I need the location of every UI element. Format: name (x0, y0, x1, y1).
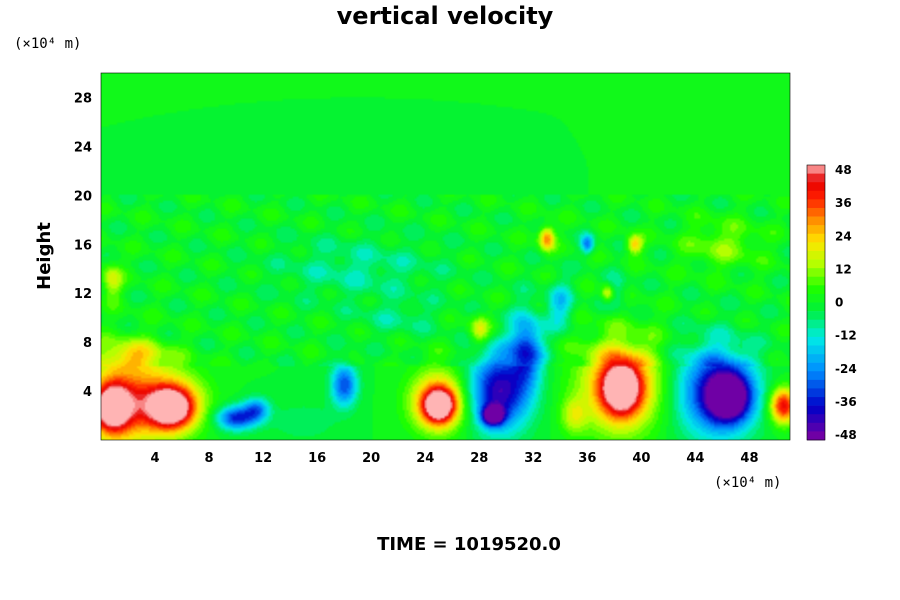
colorbar-band (807, 405, 825, 415)
colorbar-band (807, 388, 825, 398)
x-tick-label: 48 (740, 451, 758, 466)
colorbar-band (807, 276, 825, 286)
plot-area (100, 72, 791, 441)
colorbar-band (807, 259, 825, 269)
colorbar-band (807, 371, 825, 381)
colorbar-tick-label: 0 (835, 296, 843, 310)
colorbar-tick-label: -24 (835, 362, 857, 376)
colorbar-band (807, 293, 825, 303)
colorbar-band (807, 173, 825, 183)
colorbar-band (807, 207, 825, 217)
x-tick-label: 40 (632, 451, 650, 466)
colorbar-band (807, 225, 825, 235)
colorbar-band (807, 216, 825, 226)
x-unit-label: (×10⁴ m) (714, 475, 781, 491)
colorbar-band (807, 190, 825, 200)
colorbar-band (807, 422, 825, 432)
x-tick-label: 4 (151, 451, 160, 466)
y-tick-label: 24 (74, 140, 92, 155)
colorbar-tick-labels: 48 36 24 12 0 -12 -24 -36 -48 (835, 163, 857, 442)
x-tick-label: 12 (254, 451, 272, 466)
x-tick-label: 8 (205, 451, 214, 466)
colorbar-tick-label: 24 (835, 229, 852, 243)
colorbar-band (807, 431, 825, 441)
heatmap-field (101, 73, 790, 440)
colorbar-band (807, 336, 825, 346)
colorbar-tick-label: 48 (835, 163, 852, 177)
colorbar-band (807, 311, 825, 320)
y-tick-label: 16 (74, 238, 92, 253)
colorbar-band (807, 268, 825, 278)
colorbar-band (807, 199, 825, 209)
colorbar-tick-label: -12 (835, 329, 857, 343)
x-tick-label: 36 (578, 451, 596, 466)
x-tick-label: 24 (416, 451, 434, 466)
colorbar-tick-label: -36 (835, 395, 857, 409)
colorbar: 48 36 24 12 0 -12 -24 -36 -48 (806, 163, 857, 442)
colorbar-band (807, 379, 825, 389)
colorbar-band (807, 414, 825, 424)
colorbar-band (807, 285, 825, 295)
y-tick-label: 20 (74, 189, 92, 204)
plot-border (100, 72, 791, 441)
colorbar-tick-label: -48 (835, 428, 857, 442)
y-unit-label: (×10⁴ m) (14, 36, 81, 52)
y-tick-label: 28 (74, 91, 92, 106)
y-tick-labels: 4 8 12 16 20 24 28 (74, 91, 92, 400)
colorbar-band (807, 319, 825, 329)
colorbar-band (807, 354, 825, 363)
x-tick-label: 16 (308, 451, 326, 466)
y-tick-label: 4 (83, 385, 92, 400)
x-tick-label: 20 (362, 451, 380, 466)
y-tick-label: 8 (83, 336, 92, 351)
x-tick-label: 44 (686, 451, 704, 466)
y-axis-label: Height (34, 222, 55, 290)
x-tick-labels: 4 8 12 16 20 24 28 32 36 40 44 48 (151, 451, 759, 466)
colorbar-band (807, 302, 825, 312)
chart-title: vertical velocity (337, 2, 554, 30)
colorbar-band (807, 182, 825, 192)
colorbar-band (807, 233, 825, 243)
colorbar-tick-label: 36 (835, 196, 852, 210)
x-tick-label: 32 (524, 451, 542, 466)
colorbar-band (807, 362, 825, 372)
colorbar-band (807, 397, 825, 406)
colorbar-band (807, 242, 825, 252)
colorbar-band (807, 165, 825, 174)
colorbar-band (807, 250, 825, 260)
x-tick-label: 28 (470, 451, 488, 466)
colorbar-band (807, 345, 825, 355)
colorbar-bands (807, 165, 825, 441)
colorbar-band (807, 328, 825, 338)
time-label: TIME = 1019520.0 (377, 534, 561, 555)
colorbar-frame (806, 164, 826, 441)
y-tick-label: 12 (74, 287, 92, 302)
colorbar-tick-label: 12 (835, 262, 852, 276)
